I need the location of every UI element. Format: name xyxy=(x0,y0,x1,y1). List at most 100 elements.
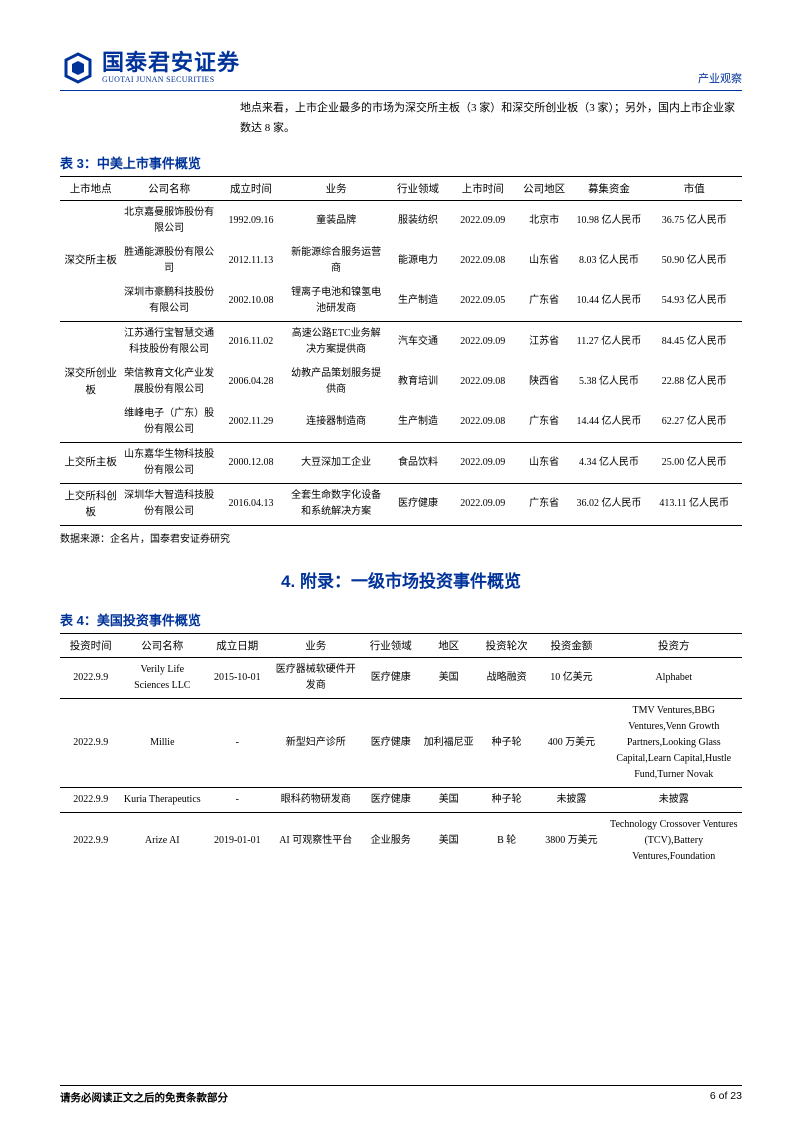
group-label-cell: 上交所主板 xyxy=(60,442,121,483)
table-cell: 美国 xyxy=(421,813,476,870)
table-cell: 汽车交通 xyxy=(387,321,448,362)
table-cell: 2022.09.08 xyxy=(449,362,517,402)
table-cell: 荣信教育文化产业发展股份有限公司 xyxy=(121,362,216,402)
table-cell: 50.90 亿人民币 xyxy=(646,241,742,281)
table-cell: B 轮 xyxy=(476,813,537,870)
section-4-title: 4. 附录：一级市场投资事件概览 xyxy=(60,567,742,592)
intro-paragraph: 地点来看，上市企业最多的市场为深交所主板（3 家）和深交所创业板（3 家）；另外… xyxy=(240,99,742,139)
table-cell: 广东省 xyxy=(517,483,572,526)
table-header-cell: 上市地点 xyxy=(60,176,121,200)
table-cell: 2000.12.08 xyxy=(217,442,285,483)
footer-disclaimer: 请务必阅读正文之后的免责条款部分 xyxy=(60,1090,228,1105)
table-row: 维峰电子（广东）股份有限公司2002.11.29连接器制造商生产制造2022.0… xyxy=(60,402,742,443)
table-cell: 胜通能源股份有限公司 xyxy=(121,241,216,281)
table-cell: 山东省 xyxy=(517,442,572,483)
table-cell: 广东省 xyxy=(517,402,572,443)
table-cell: 美国 xyxy=(421,788,476,813)
table-cell: 童装品牌 xyxy=(285,200,387,241)
table-header-cell: 公司地区 xyxy=(517,176,572,200)
table-header-cell: 投资方 xyxy=(606,634,742,658)
footer-page-number: 6 of 23 xyxy=(710,1090,742,1105)
page-footer: 请务必阅读正文之后的免责条款部分 6 of 23 xyxy=(60,1085,742,1105)
table3-title: 表 3：中美上市事件概览 xyxy=(60,153,742,172)
table-header-cell: 行业领域 xyxy=(360,634,421,658)
table-cell: 4.34 亿人民币 xyxy=(571,442,646,483)
table3-source: 数据来源：企名片，国泰君安证券研究 xyxy=(60,530,742,545)
table-cell: 84.45 亿人民币 xyxy=(646,321,742,362)
table-header-cell: 投资金额 xyxy=(537,634,605,658)
table-cell: 战略融资 xyxy=(476,658,537,699)
table-cell: 2022.9.9 xyxy=(60,788,121,813)
table-cell: 54.93 亿人民币 xyxy=(646,281,742,322)
table-cell: 2022.09.09 xyxy=(449,442,517,483)
table-row: 深交所创业板江苏通行宝智慧交通科技股份有限公司2016.11.02高速公路ETC… xyxy=(60,321,742,362)
table-cell: 幼教产品策划服务提供商 xyxy=(285,362,387,402)
table-row: 深圳市豪鹏科技股份有限公司2002.10.08锂离子电池和镍氢电池研发商生产制造… xyxy=(60,281,742,322)
table-header-cell: 投资时间 xyxy=(60,634,121,658)
table-cell: 2022.09.08 xyxy=(449,241,517,281)
table-cell: 11.27 亿人民币 xyxy=(571,321,646,362)
table-cell: 2022.9.9 xyxy=(60,813,121,870)
table-header-cell: 成立日期 xyxy=(203,634,271,658)
table-cell: 北京市 xyxy=(517,200,572,241)
table-cell: 2002.10.08 xyxy=(217,281,285,322)
table-cell: 深圳华大智造科技股份有限公司 xyxy=(121,483,216,526)
table-row: 2022.9.9Millie-新型妇产诊所医疗健康加利福尼亚种子轮400 万美元… xyxy=(60,699,742,788)
table-cell: 高速公路ETC业务解决方案提供商 xyxy=(285,321,387,362)
table-cell: 连接器制造商 xyxy=(285,402,387,443)
table-cell: 教育培训 xyxy=(387,362,448,402)
table-header-cell: 成立时间 xyxy=(217,176,285,200)
table-cell: Alphabet xyxy=(606,658,742,699)
table-cell: 能源电力 xyxy=(387,241,448,281)
table-cell: 医疗健康 xyxy=(387,483,448,526)
table-cell: 2022.09.09 xyxy=(449,200,517,241)
logo-text: 国泰君安证券 GUOTAI JUNAN SECURITIES xyxy=(102,52,240,84)
table-cell: 10 亿美元 xyxy=(537,658,605,699)
table-cell: 2006.04.28 xyxy=(217,362,285,402)
table-cell: 未披露 xyxy=(537,788,605,813)
page-header: 国泰君安证券 GUOTAI JUNAN SECURITIES 产业观察 xyxy=(60,50,742,91)
table-cell: 山东省 xyxy=(517,241,572,281)
table-cell: 种子轮 xyxy=(476,699,537,788)
table-cell: 医疗健康 xyxy=(360,658,421,699)
table-cell: 3800 万美元 xyxy=(537,813,605,870)
table4-title: 表 4：美国投资事件概览 xyxy=(60,610,742,629)
table-cell: 25.00 亿人民币 xyxy=(646,442,742,483)
table-cell: 生产制造 xyxy=(387,281,448,322)
table-cell: 10.44 亿人民币 xyxy=(571,281,646,322)
table-cell: 江苏通行宝智慧交通科技股份有限公司 xyxy=(121,321,216,362)
table-cell: 加利福尼亚 xyxy=(421,699,476,788)
table-header-cell: 投资轮次 xyxy=(476,634,537,658)
table-row: 荣信教育文化产业发展股份有限公司2006.04.28幼教产品策划服务提供商教育培… xyxy=(60,362,742,402)
table-cell: 400 万美元 xyxy=(537,699,605,788)
table-cell: 食品饮料 xyxy=(387,442,448,483)
table-cell: 2012.11.13 xyxy=(217,241,285,281)
table-cell: Kuria Therapeutics xyxy=(121,788,203,813)
table-header-cell: 市值 xyxy=(646,176,742,200)
table-4: 投资时间公司名称成立日期业务行业领域地区投资轮次投资金额投资方 2022.9.9… xyxy=(60,633,742,869)
table-header-cell: 公司名称 xyxy=(121,634,203,658)
header-category: 产业观察 xyxy=(698,70,742,86)
table-cell: AI 可观察性平台 xyxy=(271,813,360,870)
table-cell: 全套生命数字化设备和系统解决方案 xyxy=(285,483,387,526)
table-cell: Technology Crossover Ventures (TCV),Batt… xyxy=(606,813,742,870)
table-cell: Millie xyxy=(121,699,203,788)
table-cell: 2019-01-01 xyxy=(203,813,271,870)
group-label-cell: 深交所创业板 xyxy=(60,321,121,442)
group-label-cell: 上交所科创板 xyxy=(60,483,121,526)
table-row: 2022.9.9Arize AI2019-01-01AI 可观察性平台企业服务美… xyxy=(60,813,742,870)
table-cell: 14.44 亿人民币 xyxy=(571,402,646,443)
table-header-cell: 行业领域 xyxy=(387,176,448,200)
table-cell: 2022.09.05 xyxy=(449,281,517,322)
table-cell: - xyxy=(203,788,271,813)
table-cell: 北京嘉曼服饰股份有限公司 xyxy=(121,200,216,241)
table-cell: TMV Ventures,BBG Ventures,Venn Growth Pa… xyxy=(606,699,742,788)
table-cell: 2016.04.13 xyxy=(217,483,285,526)
table-header-cell: 募集资金 xyxy=(571,176,646,200)
table-cell: 企业服务 xyxy=(360,813,421,870)
table-row: 上交所科创板深圳华大智造科技股份有限公司2016.04.13全套生命数字化设备和… xyxy=(60,483,742,526)
table-cell: 服装纺织 xyxy=(387,200,448,241)
table-header-cell: 业务 xyxy=(271,634,360,658)
table-cell: 5.38 亿人民币 xyxy=(571,362,646,402)
logo-cn: 国泰君安证券 xyxy=(102,52,240,74)
